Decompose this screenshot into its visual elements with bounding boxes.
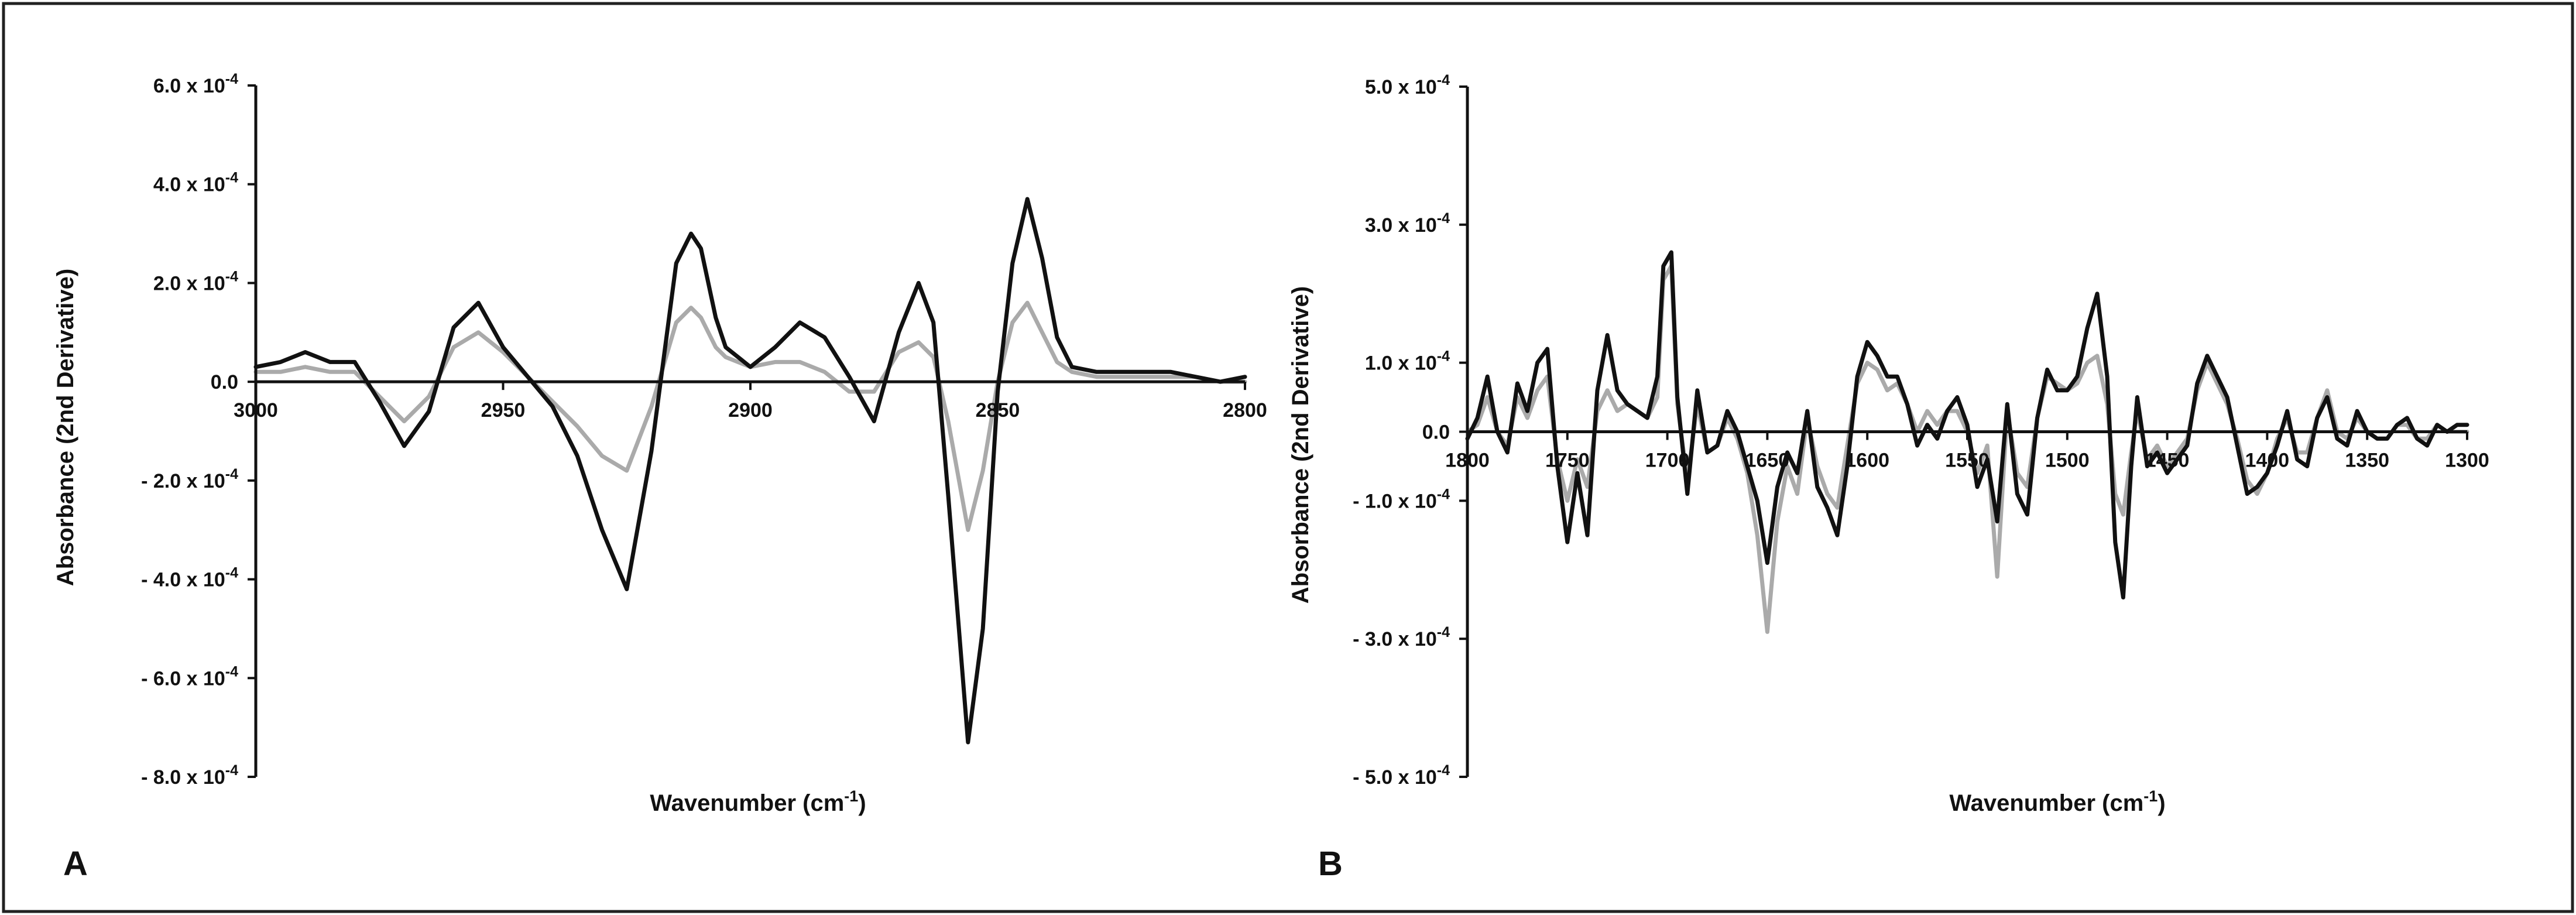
series-line-a-1 [253, 197, 1247, 745]
y-tick-label-exponent: -4 [1437, 348, 1450, 365]
panel-a-x-axis-title: Wavenumber (cm-1) [650, 787, 866, 816]
y-tick-label-main: 3.0 x 10 [1365, 214, 1437, 237]
x-tick-label-b: 1500 [2045, 450, 2090, 472]
panel-b-x-title-sup: -1 [2143, 787, 2157, 805]
y-tick-label-b: 0.0 [1422, 421, 1450, 444]
panel-a-x-title-end: ) [858, 790, 866, 816]
series-line-b-1 [1465, 250, 2469, 599]
panel-b-x-title-end: ) [2157, 790, 2165, 816]
series-line-a-2 [253, 300, 1247, 532]
y-tick-label-b: 3.0 x 10-4 [1365, 210, 1450, 237]
x-tick-label-a: 2950 [481, 399, 526, 421]
y-tick-label-b: 1.0 x 10-4 [1365, 348, 1450, 375]
y-tick-label-b: 5.0 x 10-4 [1365, 72, 1450, 98]
y-tick-label-exponent: -4 [1437, 486, 1450, 502]
y-tick-label-exponent: -4 [225, 762, 238, 779]
y-tick-label-main: - 1.0 x 10 [1353, 490, 1437, 512]
y-tick-label-exponent: -4 [1437, 72, 1450, 88]
x-tick-label-b: 1450 [2145, 450, 2190, 472]
x-tick-label-b: 1400 [2245, 450, 2290, 472]
axes-layer-a: 6.0 x 10-44.0 x 10-42.0 x 10-40.0- 2.0 x… [141, 71, 1267, 789]
panel-b-x-title-main: Wavenumber (cm [1949, 790, 2143, 816]
y-tick-label-exponent: -4 [225, 663, 238, 680]
y-tick-label-a: 2.0 x 10-4 [153, 268, 238, 294]
y-tick-label-main: - 5.0 x 10 [1353, 766, 1437, 789]
panel-a: 6.0 x 10-44.0 x 10-42.0 x 10-40.0- 2.0 x… [53, 71, 1267, 883]
x-tick-label-b: 1750 [1545, 450, 1590, 472]
y-tick-label-main: 4.0 x 10 [153, 174, 225, 196]
panel-a-letter: A [63, 845, 88, 883]
panel-a-x-title-sup: -1 [844, 787, 858, 805]
panel-b: 5.0 x 10-43.0 x 10-41.0 x 10-40.0- 1.0 x… [1288, 72, 2489, 883]
y-tick-label-exponent: -4 [1437, 624, 1450, 640]
x-tick-label-a: 2800 [1223, 399, 1267, 421]
y-tick-label-main: - 8.0 x 10 [141, 766, 225, 789]
y-tick-label-main: 1.0 x 10 [1365, 352, 1437, 375]
y-tick-label-a: 4.0 x 10-4 [153, 170, 238, 196]
x-tick-label-a: 3000 [234, 399, 278, 421]
y-tick-label-exponent: -4 [1437, 762, 1450, 779]
x-tick-label-a: 2850 [976, 399, 1020, 421]
y-tick-label-main: - 4.0 x 10 [141, 569, 225, 591]
y-tick-label-main: 6.0 x 10 [153, 75, 225, 97]
x-tick-label-b: 1300 [2445, 450, 2489, 472]
x-tick-label-b: 1650 [1745, 450, 1790, 472]
y-tick-label-a: 6.0 x 10-4 [153, 71, 238, 97]
panel-a-x-title-main: Wavenumber (cm [650, 790, 844, 816]
y-tick-label-exponent: -4 [225, 71, 238, 87]
panel-b-y-axis-title: Absorbance (2nd Derivative) [1288, 286, 1313, 604]
axes-layer-b: 5.0 x 10-43.0 x 10-41.0 x 10-40.0- 1.0 x… [1353, 72, 2489, 789]
y-tick-label-exponent: -4 [225, 565, 238, 581]
y-tick-label-exponent: -4 [225, 268, 238, 285]
y-tick-label-exponent: -4 [225, 466, 238, 482]
y-tick-label-exponent: -4 [1437, 210, 1450, 227]
y-tick-label-main: - 3.0 x 10 [1353, 628, 1437, 650]
panel-a-y-axis-title: Absorbance (2nd Derivative) [53, 269, 78, 586]
y-tick-label-b: - 1.0 x 10-4 [1353, 486, 1450, 512]
y-tick-label-main: 5.0 x 10 [1365, 76, 1437, 98]
y-tick-label-b: - 5.0 x 10-4 [1353, 762, 1450, 789]
y-tick-label-main: 0.0 [211, 371, 238, 393]
y-tick-label-main: 0.0 [1422, 421, 1450, 444]
y-tick-label-a: 0.0 [211, 371, 238, 393]
y-tick-label-a: - 6.0 x 10-4 [141, 663, 238, 690]
y-tick-label-a: - 2.0 x 10-4 [141, 466, 238, 492]
x-tick-label-b: 1800 [1445, 450, 1490, 472]
x-tick-label-b: 1350 [2345, 450, 2389, 472]
y-tick-label-main: 2.0 x 10 [153, 272, 225, 294]
x-tick-label-b: 1600 [1845, 450, 1889, 472]
panel-b-letter: B [1318, 845, 1343, 883]
y-tick-label-b: - 3.0 x 10-4 [1353, 624, 1450, 650]
x-tick-label-a: 2900 [728, 399, 773, 421]
y-tick-label-main: - 2.0 x 10 [141, 470, 225, 492]
series-layer-a [253, 197, 1247, 745]
panel-b-x-axis-title: Wavenumber (cm-1) [1949, 787, 2165, 816]
y-tick-label-a: - 4.0 x 10-4 [141, 565, 238, 591]
y-tick-label-a: - 8.0 x 10-4 [141, 762, 238, 789]
y-tick-label-main: - 6.0 x 10 [141, 667, 225, 690]
x-tick-label-b: 1550 [1945, 450, 1990, 472]
x-tick-label-b: 1700 [1645, 450, 1690, 472]
y-tick-label-exponent: -4 [225, 170, 238, 186]
